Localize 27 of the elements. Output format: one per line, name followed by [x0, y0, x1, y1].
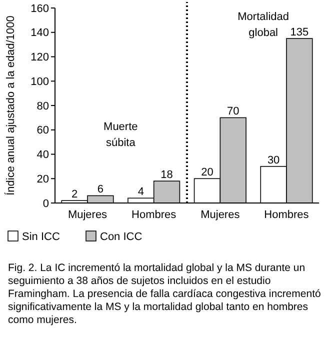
y-tick-label: 120	[30, 52, 49, 64]
x-tick-label: Mujeres	[200, 209, 240, 221]
annotation: Mortalidad global	[238, 11, 290, 40]
data-label: 6	[97, 184, 104, 196]
data-label: 2	[72, 188, 78, 201]
data-label: 135	[290, 26, 309, 38]
data-label: 20	[201, 166, 214, 179]
x-tick-label: Hombres	[264, 209, 310, 221]
y-axis-title: Índice anual ajustado a la edad/1000	[4, 16, 17, 196]
caption: Fig. 2. La IC incrementó la mortalidad global y la MS durante un seguimiento a 38 años de sujetos incluidos en el estudio Framingham. La presencia de falla cardíaca congestiva incrementó significativamente la MS y la mortalidad global tanto en hombres como mujeres.	[8, 262, 322, 327]
y-tick-label: 140	[30, 27, 49, 40]
data-label: 30	[267, 154, 280, 166]
y-tick-label: 80	[36, 100, 49, 112]
legend-label: Con ICC	[100, 230, 142, 243]
x-tick-label: Mujeres	[68, 209, 108, 221]
x-tick-label: Hombres	[132, 209, 177, 221]
data-label: 18	[160, 169, 173, 182]
y-tick-label: 0	[42, 198, 49, 210]
y-tick-label: 100	[30, 76, 49, 88]
data-label: 4	[138, 186, 144, 198]
y-tick-label: 40	[36, 149, 49, 162]
annotation: Muerte súbita	[104, 120, 138, 149]
y-tick-label: 160	[30, 2, 49, 15]
data-label: 70	[226, 106, 240, 118]
legend-label: Sin ICC	[22, 230, 60, 243]
y-tick-label: 20	[36, 173, 49, 186]
y-tick-label: 60	[36, 124, 49, 137]
